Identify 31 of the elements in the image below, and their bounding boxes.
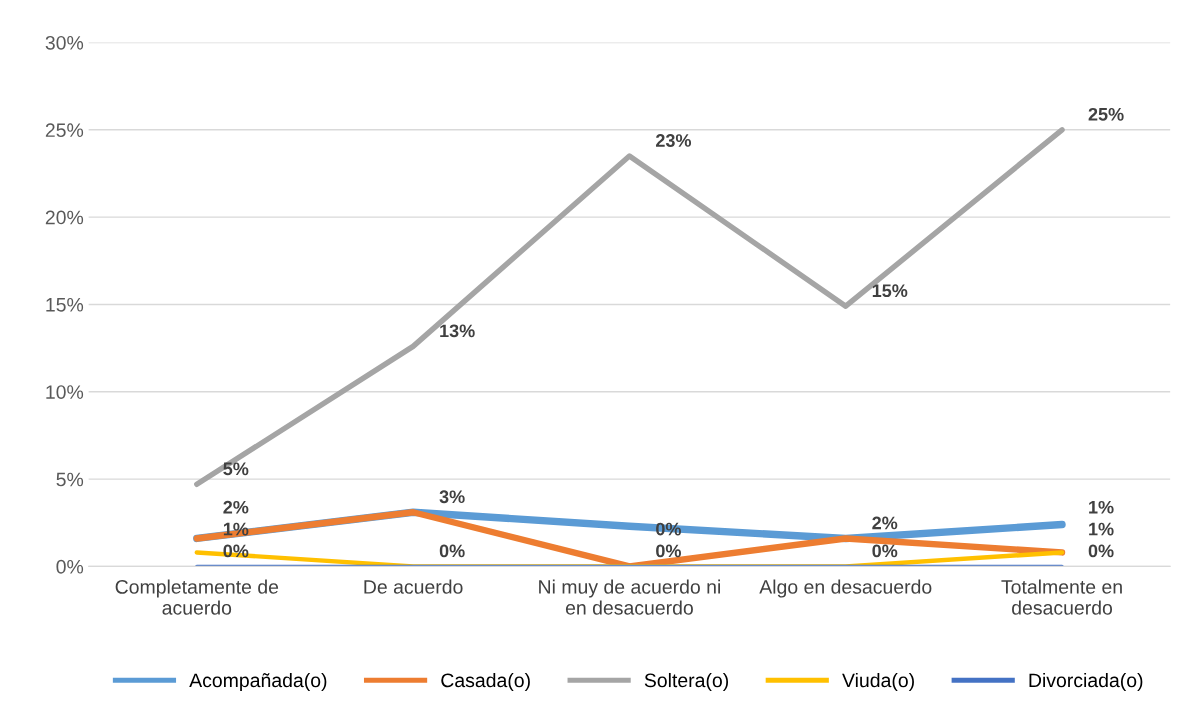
data-label: 0% (872, 544, 898, 558)
x-tick-label: Totalmente en desacuerdo (1001, 579, 1122, 615)
data-label: 0% (1088, 544, 1114, 558)
y-tick-label: 15% (46, 297, 84, 312)
data-label: 13% (440, 324, 475, 338)
legend-label: Casada(o) (441, 672, 530, 692)
legend-label: Divorciada(o) (1029, 672, 1143, 692)
y-tick-label: 0% (56, 559, 84, 574)
data-label: 25% (1088, 107, 1124, 121)
legend-label: Viuda(o) (842, 672, 914, 692)
x-tick-label: Ni muy de acuerdo ni en desacuerdo (539, 579, 720, 615)
data-label: 0% (439, 544, 465, 558)
x-tick-label: Algo en desacuerdo (759, 579, 932, 598)
y-tick-label: 20% (45, 210, 84, 225)
data-label: 15% (872, 284, 908, 298)
legend-label: Acompañada(o) (189, 672, 327, 692)
y-tick-label: 25% (45, 123, 84, 138)
data-label: 2% (872, 516, 898, 530)
x-tick-label: De acuerdo (364, 579, 463, 594)
data-label: 5% (223, 462, 249, 476)
y-tick-label: 10% (46, 385, 84, 399)
x-tick-label: Completamente de acuerdo (115, 579, 279, 615)
data-label: 3% (439, 490, 465, 504)
y-tick-label: 30% (45, 35, 84, 50)
data-label: 1% (1089, 500, 1114, 514)
data-label: 2% (223, 500, 249, 514)
legend-label: Soltera(o) (644, 672, 729, 692)
data-label: 23% (656, 134, 692, 147)
y-tick-label: 5% (56, 472, 84, 487)
data-label: 1% (1089, 522, 1114, 536)
data-label: 0% (656, 544, 681, 558)
